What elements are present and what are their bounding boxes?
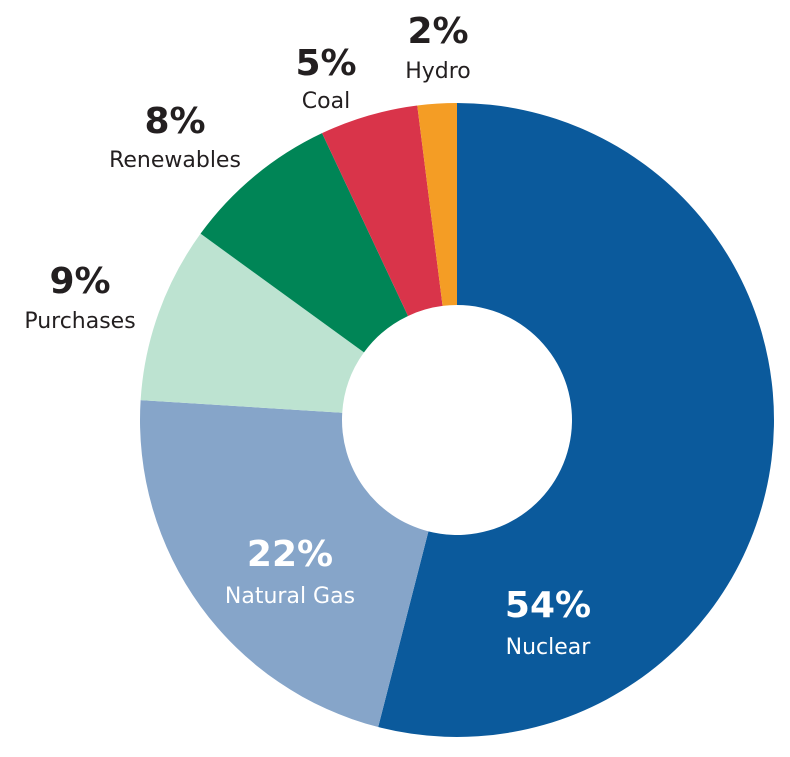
- value-label: 5%: [295, 43, 356, 84]
- donut-slice: [200, 133, 409, 353]
- category-label: Renewables: [109, 148, 241, 173]
- value-label: 54%: [505, 585, 591, 626]
- value-label: 9%: [49, 261, 110, 302]
- donut-slice: [378, 103, 774, 737]
- donut-slice: [140, 233, 364, 413]
- donut-slice: [139, 400, 429, 728]
- category-label: Hydro: [405, 59, 471, 84]
- donut-slice: [417, 103, 457, 306]
- category-label: Coal: [302, 89, 350, 114]
- value-label: 2%: [407, 11, 468, 52]
- category-label: Purchases: [24, 309, 135, 334]
- donut-slice: [322, 105, 443, 316]
- value-label: 8%: [144, 101, 205, 142]
- category-label: Natural Gas: [225, 584, 355, 609]
- category-label: Nuclear: [506, 635, 592, 660]
- value-label: 22%: [247, 534, 333, 575]
